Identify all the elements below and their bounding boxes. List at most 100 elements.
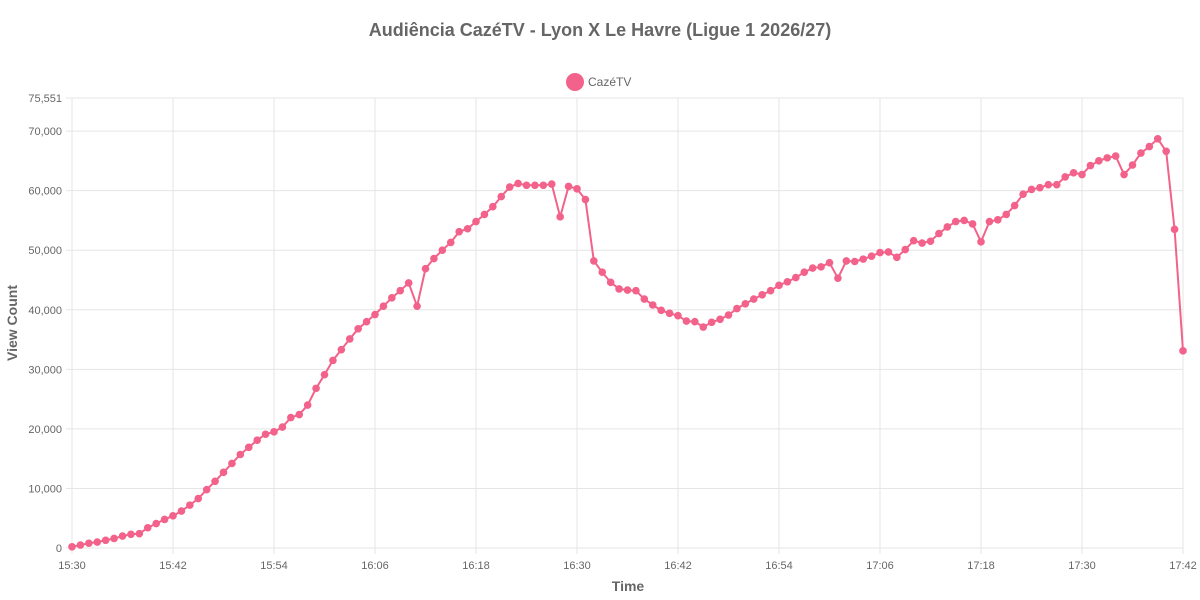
- data-point[interactable]: [463, 224, 472, 233]
- data-point[interactable]: [1145, 142, 1154, 151]
- data-point[interactable]: [480, 210, 489, 219]
- data-point[interactable]: [287, 413, 295, 422]
- data-point[interactable]: [1078, 170, 1086, 179]
- data-point[interactable]: [396, 286, 405, 295]
- data-point[interactable]: [834, 274, 842, 282]
- data-point[interactable]: [93, 538, 102, 546]
- data-point[interactable]: [1095, 157, 1103, 165]
- data-point[interactable]: [379, 302, 388, 310]
- data-point[interactable]: [657, 306, 665, 315]
- data-point[interactable]: [1052, 180, 1061, 189]
- data-point[interactable]: [261, 430, 270, 439]
- data-point[interactable]: [1010, 201, 1019, 210]
- data-point[interactable]: [859, 255, 867, 263]
- data-point[interactable]: [329, 356, 337, 365]
- data-point[interactable]: [825, 258, 834, 267]
- data-point[interactable]: [590, 257, 598, 265]
- data-point[interactable]: [1170, 225, 1179, 234]
- data-point[interactable]: [808, 264, 817, 272]
- data-point[interactable]: [1111, 152, 1120, 160]
- data-point[interactable]: [724, 311, 733, 319]
- data-point[interactable]: [211, 477, 219, 486]
- data-point[interactable]: [749, 295, 758, 303]
- data-point[interactable]: [497, 192, 506, 201]
- data-point[interactable]: [632, 286, 640, 295]
- data-point[interactable]: [665, 309, 674, 318]
- data-point[interactable]: [581, 195, 590, 204]
- data-point[interactable]: [691, 317, 699, 326]
- data-point[interactable]: [303, 401, 312, 409]
- data-point[interactable]: [893, 253, 901, 262]
- data-point[interactable]: [960, 216, 968, 225]
- data-point[interactable]: [573, 185, 581, 193]
- data-point[interactable]: [531, 181, 539, 190]
- data-point[interactable]: [1036, 183, 1044, 192]
- data-point[interactable]: [935, 229, 943, 238]
- data-point[interactable]: [1179, 347, 1187, 355]
- data-point[interactable]: [707, 318, 716, 327]
- data-point[interactable]: [118, 532, 127, 540]
- data-point[interactable]: [143, 523, 152, 532]
- data-point[interactable]: [1027, 185, 1036, 194]
- data-point[interactable]: [640, 295, 649, 303]
- data-point[interactable]: [202, 485, 211, 494]
- data-point[interactable]: [968, 220, 977, 228]
- data-point[interactable]: [539, 181, 548, 190]
- data-point[interactable]: [800, 268, 809, 277]
- data-point[interactable]: [699, 323, 708, 331]
- data-point[interactable]: [388, 294, 396, 302]
- data-point[interactable]: [489, 202, 497, 211]
- data-point[interactable]: [901, 245, 910, 254]
- data-point[interactable]: [817, 263, 825, 271]
- data-point[interactable]: [1120, 170, 1128, 179]
- data-point[interactable]: [110, 534, 118, 543]
- data-point[interactable]: [413, 302, 421, 310]
- data-point[interactable]: [977, 238, 985, 246]
- data-point[interactable]: [505, 183, 514, 191]
- data-point[interactable]: [1153, 135, 1162, 143]
- data-point[interactable]: [219, 468, 228, 477]
- data-point[interactable]: [792, 273, 800, 282]
- data-point[interactable]: [430, 254, 438, 263]
- data-point[interactable]: [1162, 147, 1170, 156]
- data-point[interactable]: [918, 239, 926, 247]
- data-point[interactable]: [615, 285, 623, 293]
- data-point[interactable]: [598, 268, 607, 277]
- data-point[interactable]: [1019, 190, 1027, 198]
- data-point[interactable]: [101, 536, 110, 545]
- data-point[interactable]: [943, 223, 952, 231]
- data-point[interactable]: [623, 286, 632, 294]
- data-point[interactable]: [295, 410, 304, 419]
- data-point[interactable]: [1086, 161, 1095, 170]
- data-point[interactable]: [244, 443, 253, 452]
- data-point[interactable]: [337, 345, 346, 354]
- data-point[interactable]: [278, 423, 287, 431]
- data-point[interactable]: [270, 428, 278, 436]
- data-point[interactable]: [169, 512, 177, 520]
- data-point[interactable]: [842, 257, 851, 265]
- data-point[interactable]: [1061, 173, 1069, 181]
- data-point[interactable]: [312, 384, 320, 393]
- data-point[interactable]: [564, 182, 573, 191]
- data-point[interactable]: [362, 317, 371, 326]
- data-point[interactable]: [1044, 180, 1053, 189]
- data-point[interactable]: [76, 541, 85, 549]
- data-point[interactable]: [733, 304, 741, 313]
- data-point[interactable]: [985, 217, 994, 226]
- data-point[interactable]: [775, 281, 783, 290]
- data-point[interactable]: [867, 252, 876, 260]
- data-point[interactable]: [1002, 210, 1011, 219]
- data-point[interactable]: [994, 216, 1002, 224]
- data-point[interactable]: [716, 315, 724, 324]
- data-point[interactable]: [472, 217, 480, 226]
- data-point[interactable]: [522, 181, 531, 190]
- data-point[interactable]: [884, 248, 893, 256]
- data-point[interactable]: [446, 238, 455, 247]
- data-point[interactable]: [85, 539, 93, 548]
- data-point[interactable]: [371, 310, 379, 319]
- data-point[interactable]: [926, 237, 935, 246]
- data-point[interactable]: [354, 325, 362, 333]
- data-point[interactable]: [455, 227, 463, 236]
- data-point[interactable]: [228, 459, 236, 468]
- legend[interactable]: CazéTV: [566, 73, 631, 91]
